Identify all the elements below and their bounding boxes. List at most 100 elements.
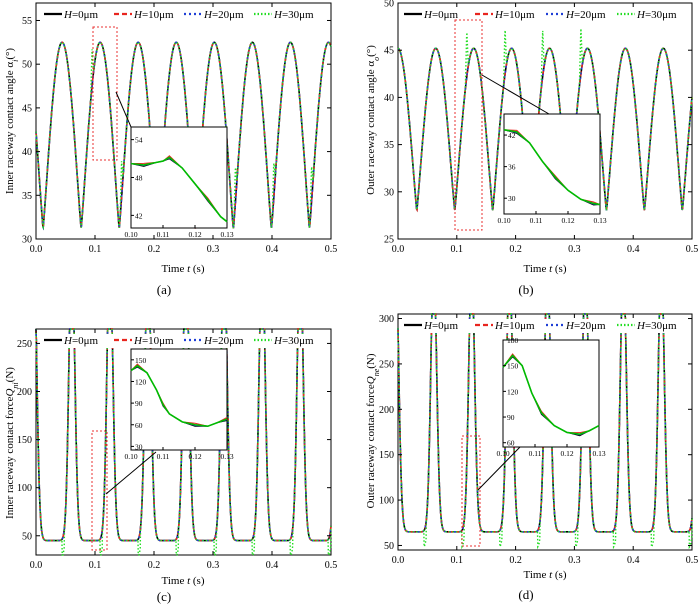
y-tick-label: 30 (384, 187, 394, 198)
y-axis-label: Inner raceway contact angle αi(°) (4, 48, 20, 194)
inset-y-tick-label: 90 (507, 413, 515, 422)
x-tick-label: 0.3 (568, 555, 581, 566)
y-tick-label: 300 (379, 314, 394, 325)
legend-entry: H=20μm (203, 9, 244, 21)
inset-y-tick-label: 120 (135, 377, 147, 386)
x-tick-label: 0.2 (509, 555, 522, 566)
y-tick-label: 40 (384, 93, 394, 104)
inset-x-tick-label: 0.13 (220, 230, 233, 239)
inset-y-tick-label: 150 (135, 356, 147, 365)
series-line-h20 (397, 313, 693, 533)
y-ticks: 30 35 40 45 50 55 (22, 16, 331, 246)
inset: 0.10 0.11 0.12 0.13 42 48 54 (124, 126, 234, 239)
y-tick-label: 35 (22, 191, 32, 202)
x-axis-label: Time t (s) (162, 263, 205, 275)
inset: 0.10 0.11 0.12 0.13 60 90 120 150 180 (496, 336, 605, 458)
inset-y-tick-label: 36 (508, 163, 516, 172)
panel-caption: (b) (518, 282, 533, 297)
inset-frame (503, 113, 601, 215)
zoom-arrow (477, 446, 521, 491)
x-tick-label: 0.0 (30, 244, 43, 255)
x-tick-label: 0.0 (30, 560, 43, 571)
y-tick-label: 50 (22, 531, 32, 542)
plot-frame (35, 2, 332, 240)
panel-b: 25 30 35 40 45 50 0.0 0.1 0.2 0.3 0.4 0.5 H=0μm H=1… (365, 0, 698, 297)
inset-y-tick-label: 60 (507, 439, 515, 448)
inset-curve (503, 129, 601, 206)
inset-curve (130, 363, 228, 428)
y-axis-label: Outer raceway contact forceQne(N) (365, 353, 381, 508)
legend-entry: H=10μm (494, 9, 535, 21)
legend-entry: H=10μm (133, 335, 174, 347)
inset-x-tick-label: 0.11 (529, 449, 542, 458)
legend-entry: H=20μm (565, 320, 606, 332)
x-ticks: 0.0 0.1 0.2 0.3 0.4 0.5 (392, 314, 699, 566)
x-tick-label: 0.3 (207, 244, 220, 255)
legend-entry: H=10μm (133, 9, 174, 21)
inset-x-tick-label: 0.10 (124, 230, 137, 239)
inset-fit-line (503, 129, 601, 206)
x-tick-label: 0.5 (325, 560, 338, 571)
inset-y-tick-label: 30 (508, 194, 516, 203)
panel-caption: (d) (518, 587, 533, 602)
legend-entry: H=0μm (423, 9, 459, 21)
inset-ticks: 0.10 0.11 0.12 0.13 30 36 42 (497, 131, 606, 225)
y-tick-label: 250 (379, 359, 394, 370)
inset-y-tick-label: 90 (135, 399, 143, 408)
x-ticks: 0.0 0.1 0.2 0.3 0.4 0.5 (392, 3, 698, 255)
legend-bg (40, 334, 320, 348)
inset-curve (502, 353, 600, 437)
y-tick-label: 30 (22, 235, 32, 246)
series-line-h10 (397, 47, 693, 213)
inset-y-tick-label: 120 (507, 387, 519, 396)
panel-caption: (c) (157, 589, 171, 604)
inset-fit-line (130, 364, 228, 428)
x-tick-label: 0.4 (627, 555, 640, 566)
x-tick-label: 0.3 (207, 560, 220, 571)
y-tick-label: 35 (384, 140, 394, 151)
inset-y-tick-label: 42 (508, 131, 516, 140)
legend-entry: H=0μm (63, 335, 99, 347)
x-axis-label: Time t (s) (162, 575, 205, 587)
x-tick-label: 0.4 (627, 244, 640, 255)
series-lines (35, 41, 332, 231)
inset-x-tick-label: 0.11 (530, 216, 543, 225)
legend-entry: H=30μm (273, 335, 314, 347)
x-tick-label: 0.0 (392, 555, 405, 566)
zoom-region-box (461, 435, 481, 547)
inset-x-tick-label: 0.12 (560, 449, 573, 458)
x-ticks: 0.0 0.1 0.2 0.3 0.4 0.5 (30, 329, 338, 571)
y-axis-label: Outer raceway contact angle αo(°) (365, 45, 381, 195)
inset-x-tick-label: 0.13 (220, 452, 233, 461)
x-tick-label: 0.3 (568, 244, 581, 255)
y-tick-label: 55 (22, 16, 32, 27)
x-tick-label: 0.5 (686, 555, 699, 566)
y-ticks: 50 100 150 200 250 300 (379, 314, 692, 552)
inset-frame (130, 126, 228, 229)
inset-y-tick-label: 180 (507, 336, 519, 345)
series-line-h30 (35, 41, 332, 230)
zoom-region-box (91, 430, 108, 551)
zoom-region-box (454, 19, 483, 231)
inset-frame (502, 339, 600, 448)
x-tick-label: 0.2 (148, 244, 161, 255)
panel-d: 50 100 150 200 250 300 0.0 0.1 0.2 0.3 0.4 0.5 H=0… (365, 313, 699, 602)
legend: H=0μm H=10μm H=20μm H=30μm (40, 8, 320, 22)
zoom-arrow (115, 91, 132, 128)
inset-curve (130, 155, 228, 223)
x-tick-label: 0.4 (266, 244, 279, 255)
inset-y-tick-label: 54 (135, 136, 143, 145)
y-ticks: 50 100 150 200 250 (17, 339, 331, 542)
legend-entry: H=20μm (203, 335, 244, 347)
inset-y-tick-label: 48 (135, 174, 143, 183)
x-tick-label: 0.1 (451, 555, 464, 566)
inset-x-tick-label: 0.12 (561, 216, 574, 225)
inset-x-tick-label: 0.11 (157, 452, 170, 461)
inset-y-tick-label: 150 (507, 362, 519, 371)
panel-caption: (a) (157, 282, 171, 297)
zoom-region-box (92, 26, 118, 161)
x-tick-label: 0.0 (392, 244, 405, 255)
inset-fit-line (130, 156, 228, 223)
